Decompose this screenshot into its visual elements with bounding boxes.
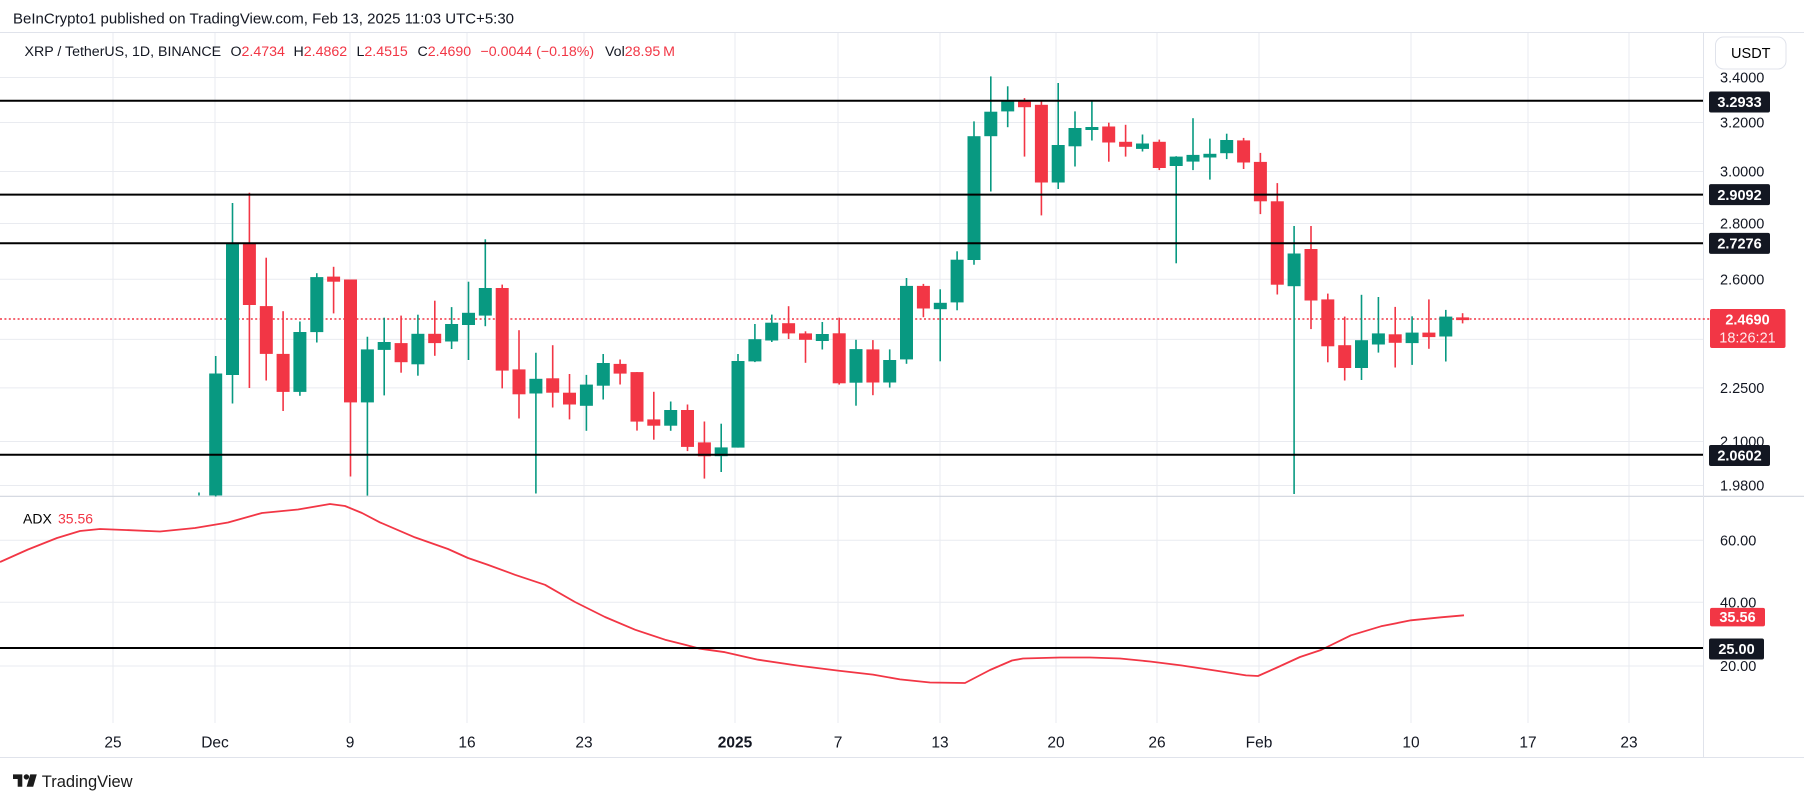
svg-text:20.00: 20.00 [1720,659,1756,675]
svg-text:17: 17 [1519,734,1536,751]
svg-text:18:26:21: 18:26:21 [1719,331,1775,347]
svg-text:3.0000: 3.0000 [1720,165,1764,181]
svg-text:9: 9 [346,734,355,751]
svg-text:2.7276: 2.7276 [1717,237,1761,253]
svg-text:3.2933: 3.2933 [1717,95,1761,111]
svg-text:25: 25 [104,734,121,751]
svg-text:Dec: Dec [201,734,229,751]
svg-text:23: 23 [1620,734,1637,751]
svg-text:2.6000: 2.6000 [1720,272,1764,288]
svg-text:16: 16 [458,734,475,751]
svg-text:2.4690: 2.4690 [1725,312,1769,328]
svg-text:20: 20 [1047,734,1065,751]
svg-text:26: 26 [1148,734,1165,751]
svg-text:13: 13 [931,734,948,751]
svg-text:3.4000: 3.4000 [1720,71,1764,87]
svg-text:10: 10 [1402,734,1420,751]
svg-text:2025: 2025 [718,734,753,751]
svg-text:40.00: 40.00 [1720,596,1756,612]
svg-text:25.00: 25.00 [1718,642,1754,658]
svg-text:BeInCrypto1 published on Tradi: BeInCrypto1 published on TradingView.com… [13,10,514,27]
svg-text:USDT: USDT [1731,46,1771,62]
svg-text:2.2500: 2.2500 [1720,381,1764,397]
svg-text:Feb: Feb [1246,734,1273,751]
svg-text:23: 23 [575,734,592,751]
svg-text:35.56: 35.56 [58,511,93,527]
svg-text:3.2000: 3.2000 [1720,116,1764,132]
svg-text:2.8000: 2.8000 [1720,217,1764,233]
svg-text:1.9800: 1.9800 [1720,479,1764,495]
svg-text:ADX: ADX [23,511,52,527]
svg-text:60.00: 60.00 [1720,533,1756,549]
svg-text:TradingView: TradingView [42,773,133,791]
svg-text:35.56: 35.56 [1719,610,1755,626]
svg-text:2.9092: 2.9092 [1717,188,1761,204]
svg-text:7: 7 [834,734,843,751]
svg-text:2.0602: 2.0602 [1717,449,1761,465]
